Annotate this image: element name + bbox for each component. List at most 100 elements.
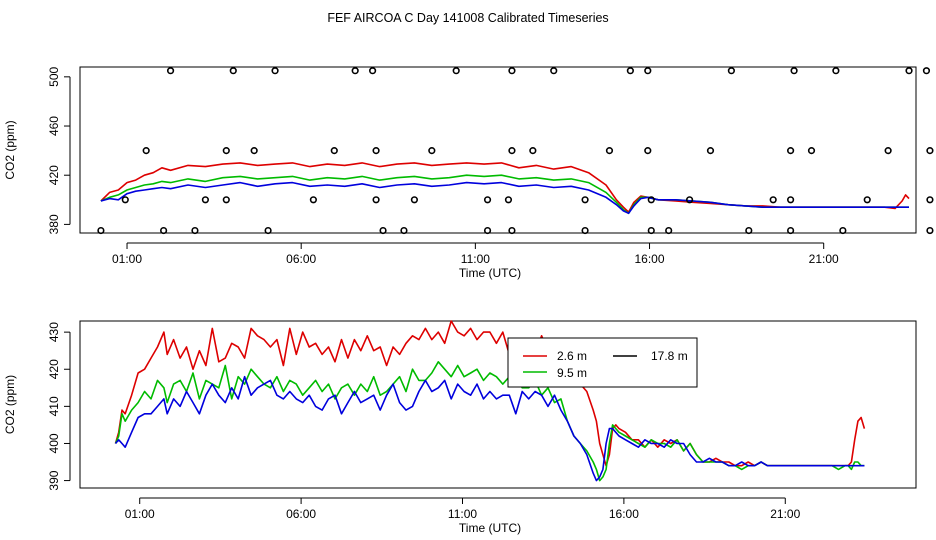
data-point	[201, 196, 209, 204]
data-point	[160, 226, 168, 235]
data-point	[926, 147, 934, 155]
data-point	[330, 147, 338, 155]
data-point	[369, 67, 377, 75]
legend-box	[507, 337, 698, 388]
data-point	[926, 226, 934, 235]
data-point	[529, 147, 537, 155]
data-point	[769, 196, 777, 204]
y-tick-label: 400	[47, 433, 61, 453]
y-tick-label: 420	[47, 165, 61, 185]
data-point	[309, 196, 317, 204]
data-point	[250, 147, 258, 155]
x-tick-label: 06:00	[286, 252, 316, 266]
data-point	[508, 67, 516, 75]
data-point	[786, 226, 795, 235]
data-point	[863, 196, 871, 204]
data-point	[647, 196, 655, 204]
x-tick-label: 21:00	[770, 507, 800, 521]
data-point	[166, 67, 175, 75]
data-point	[581, 196, 589, 204]
data-point	[229, 67, 237, 75]
x-tick-label: 01:00	[125, 507, 155, 521]
data-point	[508, 147, 516, 155]
data-point	[351, 67, 359, 75]
data-point	[264, 226, 272, 235]
x-tick-label: 16:00	[609, 507, 639, 521]
data-point	[884, 147, 892, 155]
plot-frame	[79, 66, 917, 234]
series-line-17-8-m	[114, 375, 865, 482]
data-point	[121, 196, 129, 204]
data-point	[142, 147, 150, 155]
data-point	[483, 196, 492, 204]
legend-label: 9.5 m	[557, 366, 587, 380]
figure-title: FEF AIRCOA C Day 141008 Calibrated Times…	[327, 11, 608, 25]
top-panel: 01:00 06:00 11:00 16:00 21:00 Time (UTC) 380 42…	[3, 66, 934, 280]
data-point	[222, 147, 230, 155]
plot-frame	[79, 320, 917, 489]
data-point	[372, 147, 380, 155]
y-tick-label: 460	[47, 116, 61, 136]
data-point	[452, 67, 460, 75]
data-point	[428, 147, 436, 155]
data-point	[550, 67, 558, 75]
data-point	[786, 196, 795, 204]
data-point	[191, 226, 199, 235]
bottom-panel: 01:00 06:00 11:00 16:00 21:00 Time (UTC) 390 40…	[3, 320, 917, 535]
data-point	[644, 147, 652, 155]
data-point	[271, 67, 279, 75]
data-point	[786, 147, 795, 155]
data-point	[379, 226, 387, 235]
data-point	[745, 226, 753, 235]
x-tick-label: 16:00	[635, 252, 665, 266]
data-point	[926, 196, 934, 204]
data-point	[647, 226, 655, 235]
x-tick-label: 01:00	[112, 252, 142, 266]
series-line-17-8-m	[100, 181, 909, 215]
data-point	[905, 67, 913, 75]
data-point	[222, 196, 230, 204]
y-tick-label: 410	[47, 396, 61, 416]
legend-label: 17.8 m	[651, 349, 688, 363]
data-point	[504, 196, 513, 204]
series-line-2-6-m	[114, 320, 866, 467]
data-point	[644, 67, 652, 75]
x-tick-label: 11:00	[461, 252, 490, 266]
data-point	[727, 67, 735, 75]
data-point	[832, 67, 840, 75]
y-tick-label: 390	[47, 470, 61, 490]
x-tick-label: 06:00	[286, 507, 316, 521]
series-line-2-6-m	[100, 162, 910, 213]
y-tick-label: 500	[47, 67, 61, 87]
data-point	[605, 147, 614, 155]
y-axis-label: CO2 (ppm)	[3, 375, 17, 434]
data-point	[400, 226, 408, 235]
x-tick-label: 21:00	[809, 252, 839, 266]
legend: 2.6 m 17.8 m 9.5 m	[507, 337, 698, 388]
data-point	[839, 226, 847, 235]
data-point	[706, 147, 715, 155]
data-point	[807, 147, 816, 155]
y-axis-label: CO2 (ppm)	[3, 120, 17, 179]
y-tick-label: 380	[47, 214, 61, 234]
y-tick-label: 430	[47, 322, 61, 342]
data-point	[508, 226, 516, 235]
series-line-9-5-m	[114, 360, 865, 482]
data-point	[665, 226, 673, 235]
x-tick-label: 11:00	[448, 507, 477, 521]
data-point	[685, 196, 694, 204]
data-point	[410, 196, 419, 204]
x-axis-label: Time (UTC)	[459, 266, 521, 280]
legend-label: 2.6 m	[557, 349, 587, 363]
data-point	[790, 67, 798, 75]
data-point	[922, 67, 931, 75]
data-point	[97, 226, 105, 235]
data-point	[626, 67, 634, 75]
data-point	[581, 226, 589, 235]
data-point	[483, 226, 492, 235]
y-tick-label: 420	[47, 359, 61, 379]
x-axis-label: Time (UTC)	[459, 521, 521, 535]
data-point	[372, 196, 380, 204]
